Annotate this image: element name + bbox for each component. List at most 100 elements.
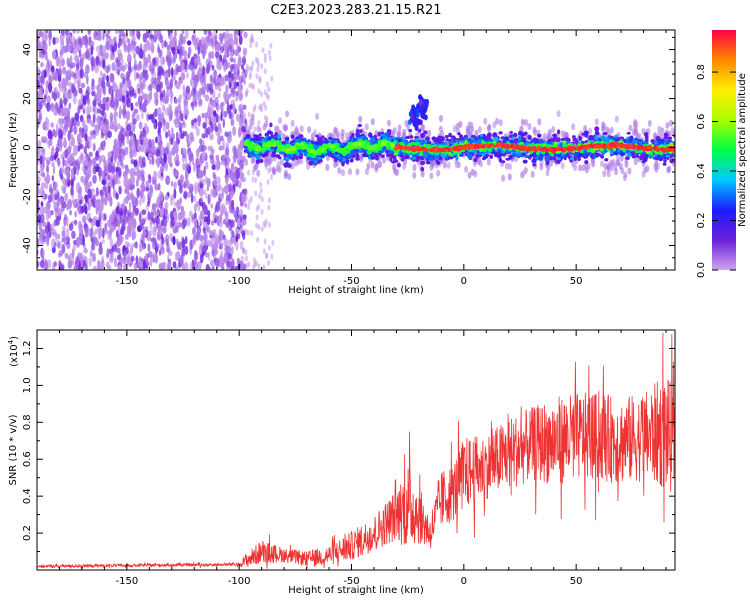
noise-cell — [152, 145, 156, 155]
noise-cell — [170, 180, 174, 187]
band-cell — [271, 153, 277, 158]
noise-cell — [217, 59, 222, 71]
noise-cell — [239, 159, 244, 170]
noise-cell — [155, 148, 161, 157]
noise-cell — [198, 39, 202, 48]
band-halo-cell — [427, 129, 432, 137]
band-halo-cell — [507, 173, 512, 181]
band-cell — [485, 135, 491, 139]
noise-cell — [57, 252, 62, 258]
noise-cell — [109, 196, 113, 207]
noise-cell — [180, 45, 185, 53]
band-halo-cell — [294, 125, 299, 133]
noise-cell — [176, 157, 180, 165]
noise-cell — [208, 115, 211, 122]
noise-cell — [171, 67, 174, 78]
noise-cell — [90, 40, 95, 48]
noise-cell — [232, 126, 237, 136]
noise-cell — [168, 91, 174, 98]
noise-cell — [178, 121, 183, 132]
noise-cell — [79, 68, 84, 79]
band-halo-cell — [537, 118, 542, 126]
noise-cell — [170, 127, 174, 134]
noise-cell — [145, 180, 150, 188]
noise-cell — [186, 163, 190, 172]
noise-cell — [65, 161, 69, 169]
noise-cell — [57, 68, 62, 77]
noise-cell — [239, 194, 242, 203]
noise-cell — [209, 83, 214, 94]
noise-cell — [156, 30, 161, 41]
noise-cell — [148, 138, 152, 149]
noise-cell — [111, 62, 116, 72]
noise-cell — [153, 91, 159, 100]
noise-cell — [154, 78, 158, 86]
band-halo-cell — [325, 164, 330, 171]
noise-cell — [103, 196, 108, 206]
noise-cell — [87, 30, 91, 36]
noise-cell — [37, 178, 40, 189]
noise-cell — [59, 97, 63, 109]
band-cell — [625, 156, 630, 160]
noise-cell — [238, 93, 243, 100]
band-cell — [619, 136, 624, 140]
noise-cell — [163, 95, 169, 105]
noise-cell — [78, 50, 82, 58]
noise-cell — [61, 66, 67, 75]
noise-cell — [158, 262, 164, 270]
band-halo-cell — [250, 157, 255, 165]
noise-cell — [84, 226, 89, 238]
noise-cell — [202, 43, 208, 53]
noise-cell — [97, 108, 102, 114]
band-halo-cell — [594, 118, 599, 126]
noise-cell — [249, 37, 253, 44]
band-halo-cell — [627, 167, 632, 175]
noise-cell — [166, 177, 170, 183]
noise-cell — [170, 137, 174, 146]
noise-cell — [160, 219, 165, 227]
noise-cell — [212, 264, 215, 270]
band-cell — [285, 161, 289, 166]
noise-cell — [214, 248, 219, 255]
band-cell — [290, 134, 295, 139]
noise-cell — [116, 171, 119, 180]
band-cell — [359, 129, 363, 134]
noise-cell — [72, 117, 77, 126]
band-halo-cell — [340, 129, 345, 136]
noise-cell — [178, 55, 183, 62]
noise-cell — [179, 197, 183, 205]
noise-cell — [161, 68, 165, 77]
noise-cell — [226, 102, 230, 113]
noise-cell — [109, 52, 113, 61]
noise-cell — [150, 67, 155, 75]
noise-cell — [99, 155, 103, 163]
band-cell — [258, 133, 262, 137]
noise-cell — [226, 46, 230, 58]
noise-cell — [125, 110, 131, 121]
noise-cell — [244, 202, 247, 208]
noise-cell — [74, 211, 77, 218]
noise-cell — [220, 33, 224, 45]
noise-cell — [96, 114, 101, 125]
band-halo-cell — [611, 158, 616, 166]
noise-cell — [226, 93, 232, 99]
noise-cell — [80, 82, 86, 89]
noise-cell — [134, 108, 139, 114]
noise-cell — [46, 159, 50, 166]
noise-cell — [180, 72, 186, 81]
noise-cell — [258, 75, 262, 82]
noise-cell — [66, 255, 71, 261]
noise-cell — [242, 264, 246, 270]
noise-cell — [263, 238, 267, 245]
noise-cell — [256, 236, 260, 243]
noise-cell — [99, 70, 103, 77]
noise-cell — [174, 109, 179, 117]
band-halo-cell — [370, 161, 375, 169]
noise-cell — [167, 129, 171, 137]
noise-cell — [263, 89, 267, 96]
noise-cell — [112, 84, 115, 91]
noise-cell — [67, 263, 71, 269]
noise-cell — [92, 193, 97, 202]
noise-cell — [201, 189, 207, 195]
noise-cell — [81, 166, 85, 172]
